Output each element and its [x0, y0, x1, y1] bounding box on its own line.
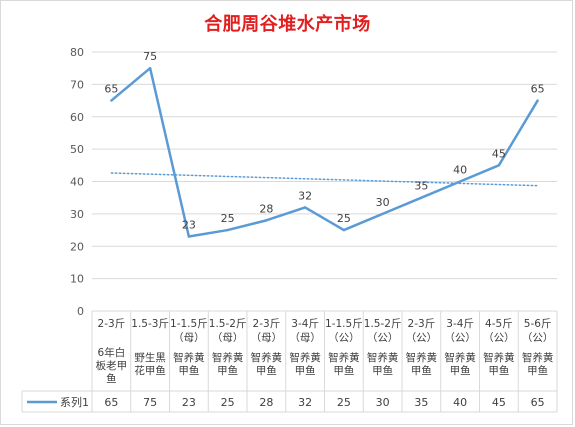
- category-name-label: 鱼: [106, 372, 117, 385]
- category-spec-label: （公）: [367, 332, 399, 344]
- category-name-label: 甲鱼: [256, 364, 277, 377]
- category-spec-label: （公）: [444, 332, 476, 344]
- data-label: 65: [531, 83, 545, 96]
- category-name-label: 甲鱼: [217, 364, 238, 377]
- data-label: 35: [414, 180, 428, 193]
- category-spec-label: （公）: [483, 332, 515, 344]
- y-tick-label: 10: [70, 273, 84, 286]
- table-value: 32: [298, 396, 312, 409]
- data-label: 23: [182, 219, 196, 232]
- category-name-label: 智养黄: [328, 351, 360, 364]
- table-value: 30: [376, 396, 390, 409]
- data-label: 32: [298, 189, 312, 202]
- category-name-label: 智养黄: [483, 351, 515, 364]
- table-value: 25: [221, 396, 235, 409]
- data-point: [381, 212, 384, 216]
- category-name-label: 智养黄: [212, 351, 244, 364]
- category-name-label: 甲鱼: [488, 364, 509, 377]
- data-label: 40: [453, 164, 467, 177]
- y-tick-label: 50: [70, 143, 84, 156]
- series-line: [110, 66, 539, 238]
- category-name-label: 智养黄: [173, 351, 205, 364]
- category-name-label: 甲鱼: [333, 364, 354, 377]
- category-name-label: 甲鱼: [527, 364, 548, 377]
- table-value: 65: [104, 396, 118, 409]
- y-tick-label: 70: [70, 78, 84, 91]
- data-label: 45: [492, 147, 506, 160]
- y-tick-label: 40: [70, 176, 84, 189]
- category-name-label: 甲鱼: [450, 364, 471, 377]
- category-name-label: 智养黄: [406, 351, 438, 364]
- category-name-label: 甲鱼: [372, 364, 393, 377]
- data-label: 25: [221, 212, 235, 225]
- category-spec-label: 3-4斤: [446, 318, 474, 330]
- category-spec-label: （公）: [328, 332, 360, 344]
- category-spec-label: 1.5-2斤: [209, 318, 247, 330]
- data-point: [187, 235, 191, 238]
- category-name-label: 智养黄: [289, 351, 321, 364]
- category-spec-label: （公）: [406, 332, 438, 344]
- category-name-label: 智养黄: [251, 351, 283, 364]
- category-spec-label: 1-1.5斤: [325, 318, 363, 330]
- category-spec-label: 5-6斤: [524, 318, 552, 330]
- y-tick-label: 0: [77, 305, 84, 318]
- y-tick-label: 30: [70, 208, 84, 221]
- category-spec-label: 2-3斤: [98, 318, 126, 330]
- category-name-label: 6年白: [98, 346, 126, 359]
- y-tick-label: 80: [70, 46, 84, 59]
- data-point: [342, 228, 346, 232]
- category-spec-label: （母）: [173, 332, 205, 344]
- chart-title: 合肥周谷堆水产市场: [204, 14, 371, 35]
- data-point: [420, 196, 423, 199]
- table-value: 75: [143, 396, 157, 409]
- category-spec-label: 1-1.5斤: [170, 318, 208, 330]
- table-value: 40: [453, 396, 467, 409]
- category-spec-label: （母）: [212, 332, 244, 344]
- y-tick-label: 20: [70, 240, 84, 253]
- category-spec-label: （公）: [522, 332, 554, 344]
- category-name-label: 智养黄: [444, 351, 476, 364]
- table-value: 25: [337, 396, 351, 409]
- category-spec-label: 4-5斤: [485, 318, 513, 330]
- category-spec-label: 1.5-3斤: [131, 318, 169, 330]
- table-value: 23: [182, 396, 196, 409]
- category-spec-label: 1.5-2斤: [364, 318, 402, 330]
- data-point: [110, 99, 113, 102]
- data-label: 75: [143, 50, 157, 63]
- category-spec-label: （母）: [251, 332, 283, 344]
- table-value: 28: [259, 396, 273, 409]
- category-name-label: 甲鱼: [178, 364, 199, 377]
- category-spec-label: 3-4斤: [291, 318, 319, 330]
- table-value: 65: [531, 396, 545, 409]
- category-name-label: 智养黄: [367, 351, 399, 364]
- data-label: 30: [376, 196, 390, 209]
- data-point: [265, 219, 268, 222]
- category-spec-label: （母）: [289, 332, 321, 344]
- trendline: [110, 172, 539, 187]
- category-name-label: 智养黄: [522, 351, 554, 364]
- category-name-label: 花甲鱼: [134, 364, 166, 377]
- data-label: 28: [259, 202, 273, 215]
- data-point: [226, 228, 229, 232]
- data-label: 25: [337, 212, 351, 225]
- category-name-label: 甲鱼: [411, 364, 432, 377]
- data-point: [148, 66, 152, 70]
- data-point: [536, 99, 539, 102]
- category-spec-label: 2-3斤: [253, 318, 281, 330]
- y-tick-label: 60: [70, 111, 84, 124]
- data-point: [497, 164, 501, 167]
- category-name-label: 甲鱼: [295, 364, 316, 377]
- data-label: 65: [104, 83, 118, 96]
- category-spec-label: 2-3斤: [408, 318, 436, 330]
- category-name-label: 板老甲: [96, 359, 128, 372]
- data-point: [458, 180, 462, 183]
- data-point: [303, 206, 307, 209]
- legend-series-name: 系列1: [60, 395, 89, 409]
- table-value: 35: [414, 396, 428, 409]
- table-value: 45: [492, 396, 506, 409]
- category-name-label: 野生黑: [134, 351, 166, 364]
